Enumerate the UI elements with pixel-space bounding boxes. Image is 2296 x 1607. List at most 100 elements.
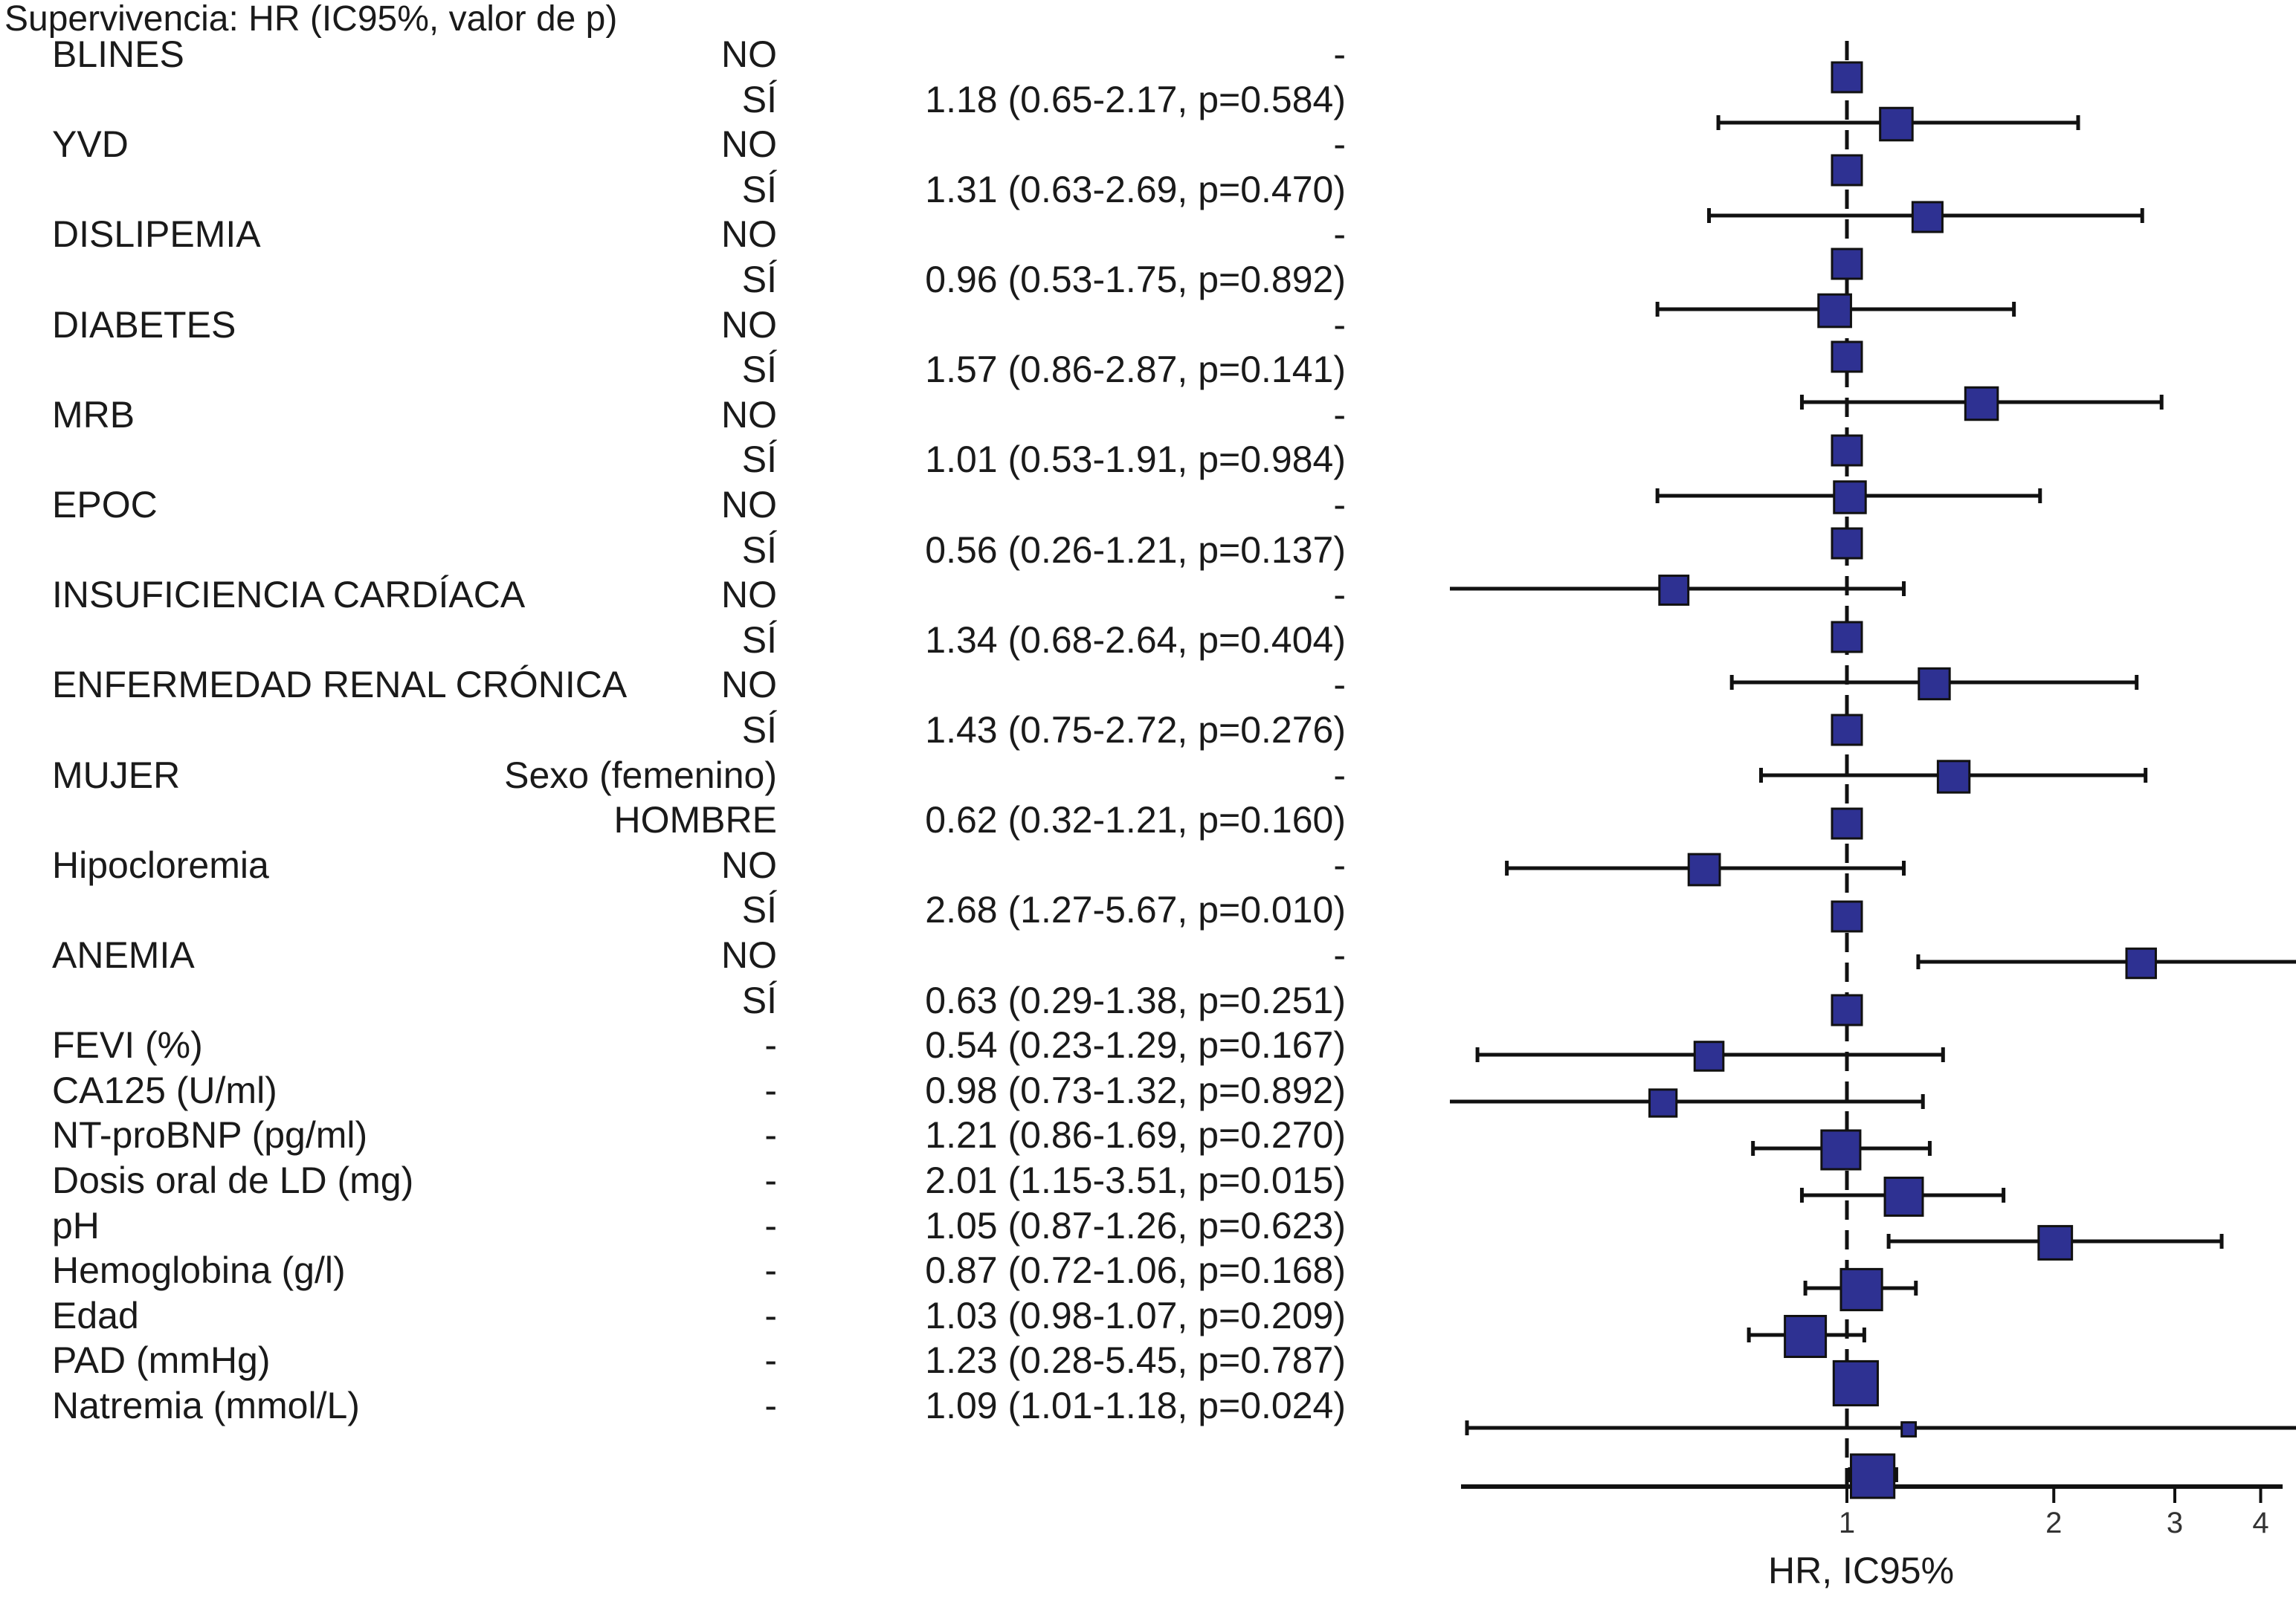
x-tick-label: 1 <box>1839 1507 1855 1539</box>
row-variable-label: ENFERMEDAD RENAL CRÓNICA <box>52 664 628 706</box>
row-hr-text: 0.96 (0.53-1.75, p=0.892) <box>925 259 1346 300</box>
row-level-label: NO <box>721 393 777 436</box>
row-level-label: NO <box>721 934 777 976</box>
hr-marker <box>1911 201 1944 233</box>
row-level-label: NO <box>721 123 777 166</box>
hr-marker <box>1658 575 1690 606</box>
hr-marker <box>2125 947 2157 980</box>
hr-marker <box>1831 807 1863 840</box>
row-variable-label: Dosis oral de LD (mg) <box>52 1160 414 1201</box>
row-variable-label: INSUFICIENCIA CARDÍACA <box>52 574 526 616</box>
forest-table: BLINES NO - SÍ 1.18 (0.65-2.17, p=0.584) YVD N… <box>52 33 1346 1426</box>
row-variable-label: MRB <box>52 393 135 436</box>
forest-plot: 123456 <box>1450 41 2296 1539</box>
row-variable-label: MUJER <box>52 754 181 796</box>
row-variable-label: BLINES <box>52 33 184 75</box>
row-level-label: NO <box>721 574 777 616</box>
row-variable-label: Edad <box>52 1294 139 1336</box>
row-hr-text: 1.21 (0.86-1.69, p=0.270) <box>925 1114 1346 1157</box>
hr-marker <box>1693 1041 1725 1072</box>
row-hr-text: - <box>1333 123 1346 166</box>
row-level-label: SÍ <box>741 439 777 481</box>
row-hr-text: - <box>1333 484 1346 526</box>
row-level-label: SÍ <box>741 709 777 751</box>
row-level-label: - <box>764 1385 777 1426</box>
hr-marker <box>1832 1359 1879 1407</box>
row-level-label: SÍ <box>741 349 777 391</box>
hr-marker <box>1831 61 1863 94</box>
hr-marker <box>1831 248 1863 280</box>
row-hr-text: - <box>1333 754 1346 796</box>
row-variable-label: ANEMIA <box>52 934 195 976</box>
row-level-label: - <box>764 1024 777 1067</box>
row-variable-label: CA125 (U/ml) <box>52 1069 277 1111</box>
row-hr-text: 0.62 (0.32-1.21, p=0.160) <box>925 799 1346 841</box>
row-hr-text: - <box>1333 303 1346 346</box>
row-variable-label: Natremia (mmol/L) <box>52 1385 360 1426</box>
row-hr-text: - <box>1333 574 1346 616</box>
row-hr-text: - <box>1333 844 1346 886</box>
row-hr-text: - <box>1333 934 1346 976</box>
row-variable-label: DISLIPEMIA <box>52 213 261 256</box>
row-variable-label: PAD (mmHg) <box>52 1339 271 1382</box>
hr-marker <box>1831 527 1863 560</box>
row-variable-label: DIABETES <box>52 303 236 346</box>
row-hr-text: 1.09 (1.01-1.18, p=0.024) <box>925 1385 1346 1426</box>
hr-marker <box>1831 434 1863 467</box>
row-level-label: SÍ <box>741 259 777 300</box>
row-level-label: SÍ <box>741 618 777 661</box>
row-hr-text: 1.43 (0.75-2.72, p=0.276) <box>925 709 1346 751</box>
row-hr-text: - <box>1333 33 1346 75</box>
row-hr-text: 1.23 (0.28-5.45, p=0.787) <box>925 1339 1346 1382</box>
row-level-label: - <box>764 1339 777 1382</box>
row-variable-label: FEVI (%) <box>52 1024 203 1067</box>
row-level-label: - <box>764 1204 777 1247</box>
row-level-label: - <box>764 1069 777 1111</box>
row-hr-text: 2.68 (1.27-5.67, p=0.010) <box>925 889 1346 931</box>
x-axis-label: HR, IC95% <box>1768 1550 1955 1591</box>
hr-marker <box>1936 760 1971 794</box>
row-level-label: - <box>764 1114 777 1157</box>
hr-marker <box>1831 154 1863 187</box>
row-hr-text: 1.31 (0.63-2.69, p=0.470) <box>925 168 1346 210</box>
hr-marker <box>1879 106 1914 142</box>
row-variable-label: EPOC <box>52 484 158 526</box>
hr-marker <box>1831 900 1863 933</box>
hr-marker <box>1900 1421 1918 1438</box>
hr-marker <box>2037 1225 2074 1261</box>
row-hr-text: 1.34 (0.68-2.64, p=0.404) <box>925 618 1346 661</box>
hr-marker <box>1849 1453 1896 1499</box>
hr-marker <box>1687 853 1721 887</box>
row-hr-text: 0.63 (0.29-1.38, p=0.251) <box>925 979 1346 1021</box>
row-level-label: - <box>764 1160 777 1201</box>
row-hr-text: 0.54 (0.23-1.29, p=0.167) <box>925 1024 1346 1067</box>
hr-marker <box>1831 994 1863 1026</box>
hr-marker <box>1820 1129 1862 1171</box>
row-variable-label: NT-proBNP (pg/ml) <box>52 1114 368 1157</box>
row-hr-text: 1.05 (0.87-1.26, p=0.623) <box>925 1204 1346 1247</box>
hr-marker <box>1918 667 1951 701</box>
row-hr-text: - <box>1333 213 1346 256</box>
row-level-label: NO <box>721 213 777 256</box>
row-variable-label: pH <box>52 1204 100 1247</box>
row-level-label: HOMBRE <box>613 799 777 841</box>
x-tick-label: 2 <box>2045 1507 2062 1539</box>
row-level-label: Sexo (femenino) <box>504 754 777 796</box>
row-hr-text: 1.57 (0.86-2.87, p=0.141) <box>925 349 1346 391</box>
row-level-label: - <box>764 1249 777 1292</box>
hr-marker <box>1648 1088 1678 1118</box>
hr-marker <box>1839 1267 1883 1312</box>
row-hr-text: 1.03 (0.98-1.07, p=0.209) <box>925 1294 1346 1336</box>
hr-marker <box>1831 621 1863 653</box>
x-tick-label: 4 <box>2252 1507 2268 1539</box>
chart-title: Supervivencia: HR (IC95%, valor de p) <box>4 0 618 39</box>
hr-marker <box>1831 714 1863 746</box>
row-hr-text: 0.56 (0.26-1.21, p=0.137) <box>925 528 1346 571</box>
hr-marker <box>1831 340 1863 373</box>
row-level-label: NO <box>721 303 777 346</box>
row-level-label: SÍ <box>741 979 777 1021</box>
hr-marker <box>1784 1315 1828 1358</box>
row-hr-text: - <box>1333 664 1346 706</box>
row-hr-text: - <box>1333 393 1346 436</box>
hr-marker <box>1833 480 1867 514</box>
